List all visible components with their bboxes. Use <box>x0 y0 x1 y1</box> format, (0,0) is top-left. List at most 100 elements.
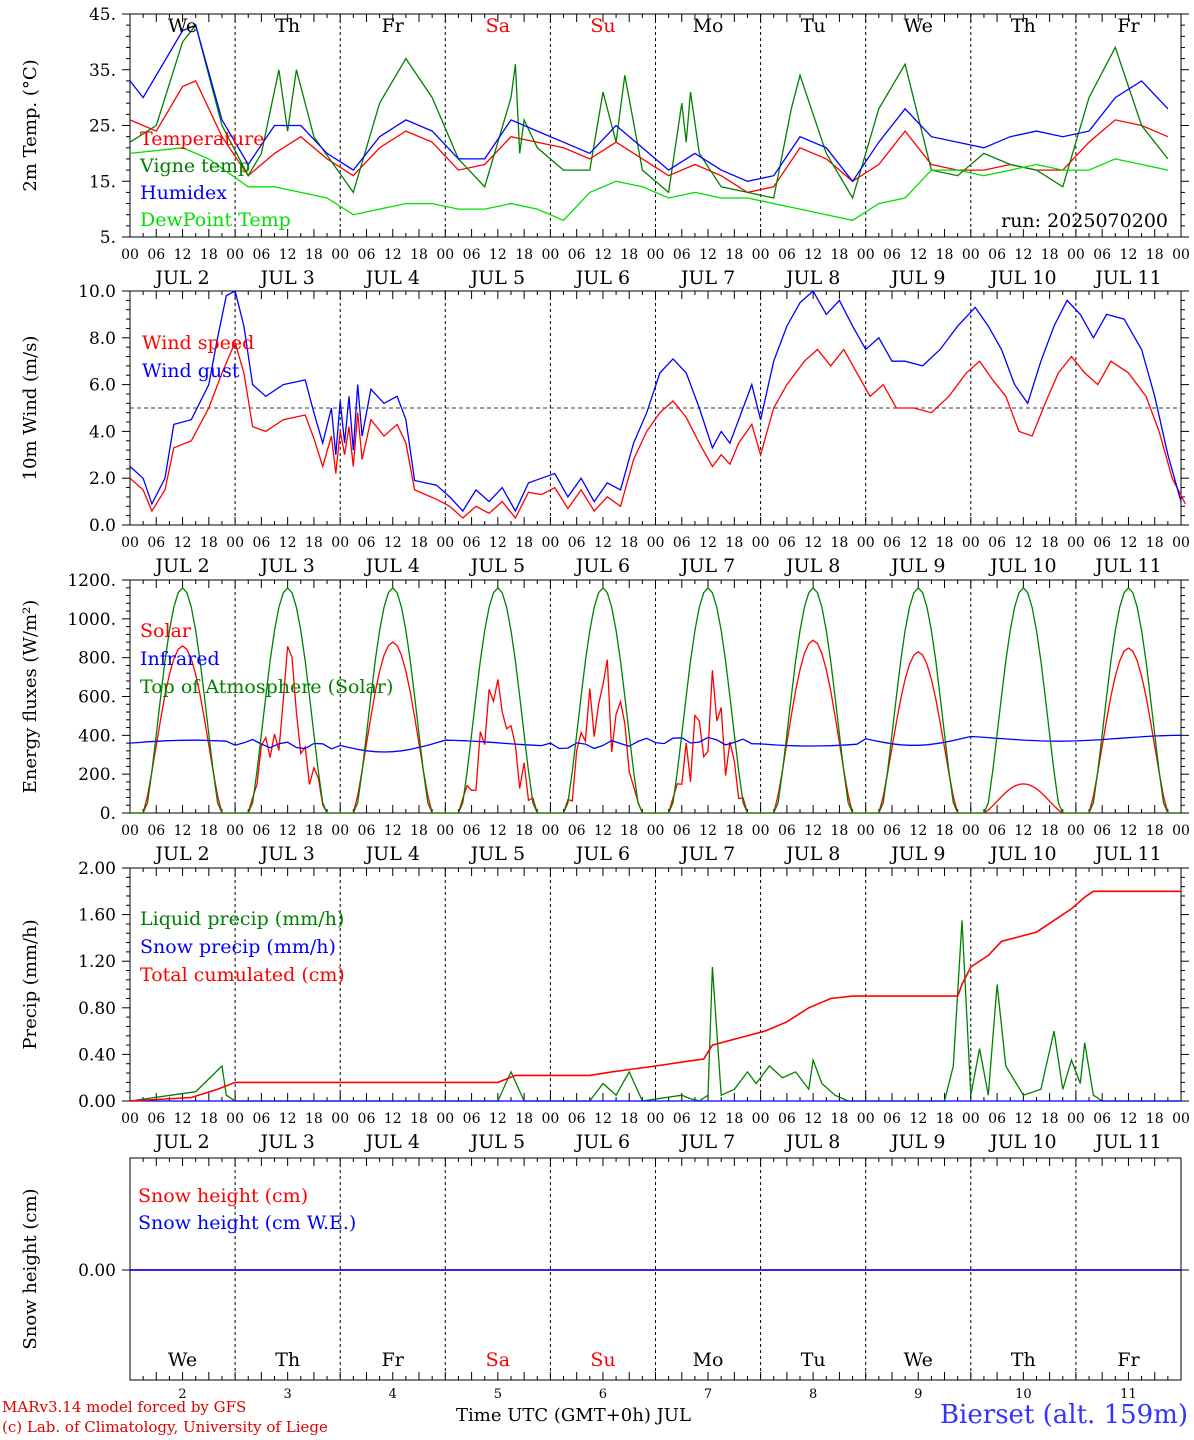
hour-tick-label: 00 <box>436 1111 454 1127</box>
date-label: JUL 8 <box>784 555 840 577</box>
y-tick-label: 0.00 <box>78 1092 116 1112</box>
y-axis-label: 10m Wind (m/s) <box>20 336 41 481</box>
hour-tick-label: 12 <box>804 1111 822 1127</box>
hour-tick-label: 12 <box>699 823 717 839</box>
date-label: JUL 11 <box>1093 1131 1161 1153</box>
hour-tick-label: 12 <box>489 1111 507 1127</box>
hour-tick-label: 12 <box>279 247 297 263</box>
hour-tick-label: 18 <box>305 823 323 839</box>
hour-tick-label: 18 <box>725 823 743 839</box>
hour-tick-label: 00 <box>541 535 559 551</box>
date-label: JUL 11 <box>1093 555 1161 577</box>
legend-entry: Vigne temp <box>139 155 250 177</box>
hour-tick-label: 18 <box>936 535 954 551</box>
hour-tick-label: 18 <box>1146 247 1164 263</box>
weekday-label-bottom: We <box>904 1349 933 1371</box>
hour-tick-label: 06 <box>988 247 1006 263</box>
panel-2: 0.0 2.0 4.0 6.0 8.0 10.0 10m Wind (m/s) Wind sp… <box>20 282 1190 577</box>
day-number-label: 9 <box>914 1387 922 1402</box>
hour-tick-label: 12 <box>1120 823 1138 839</box>
legend-entry: Top of Atmosphere (Solar) <box>140 676 393 698</box>
legend-entry: Snow height (cm) <box>138 1185 308 1207</box>
hour-tick-label: 18 <box>831 535 849 551</box>
hour-tick-label: 12 <box>1120 247 1138 263</box>
hour-tick-label: 06 <box>568 247 586 263</box>
hour-tick-label: 06 <box>147 1111 165 1127</box>
date-label: JUL 11 <box>1093 267 1161 289</box>
y-tick-label: 0. <box>100 804 116 824</box>
hour-tick-label: 12 <box>699 247 717 263</box>
weekday-label-top: Sa <box>486 15 510 37</box>
hour-tick-label: 06 <box>147 535 165 551</box>
hour-tick-label: 18 <box>305 535 323 551</box>
hour-tick-label: 00 <box>541 1111 559 1127</box>
hour-tick-label: 12 <box>804 823 822 839</box>
hour-tick-label: 06 <box>673 823 691 839</box>
hour-tick-label: 18 <box>410 247 428 263</box>
legend-entry: Total cumulated (cm) <box>140 964 345 986</box>
hour-tick-label: 00 <box>436 823 454 839</box>
date-label: JUL 6 <box>574 843 630 865</box>
y-axis-label: Snow height (cm) <box>20 1188 41 1349</box>
legend-entry: Solar <box>140 620 192 642</box>
hour-tick-label: 12 <box>384 535 402 551</box>
hour-tick-label: 12 <box>909 1111 927 1127</box>
panel-4: 0.00 0.40 0.80 1.20 1.60 2.00 Precip (mm/h) Liq… <box>20 859 1190 1153</box>
y-tick-label: 1.20 <box>78 952 116 972</box>
series-line-1 <box>129 340 1186 520</box>
hour-tick-label: 00 <box>121 1111 139 1127</box>
hour-tick-label: 00 <box>331 823 349 839</box>
hour-tick-label: 06 <box>463 823 481 839</box>
hour-tick-label: 18 <box>200 535 218 551</box>
hour-tick-label: 18 <box>1041 823 1059 839</box>
hour-tick-label: 06 <box>1093 1111 1111 1127</box>
hour-tick-label: 18 <box>620 823 638 839</box>
date-label: JUL 6 <box>574 267 630 289</box>
hour-tick-label: 06 <box>358 247 376 263</box>
date-label: JUL 3 <box>258 843 314 865</box>
hour-tick-label: 06 <box>252 1111 270 1127</box>
hour-tick-label: 18 <box>831 823 849 839</box>
hour-tick-label: 06 <box>883 1111 901 1127</box>
y-tick-label: 2.0 <box>89 469 116 489</box>
hour-tick-label: 12 <box>489 247 507 263</box>
series-line-2 <box>129 289 1182 513</box>
date-label: JUL 4 <box>364 1131 420 1153</box>
y-tick-label: 2.00 <box>78 859 116 879</box>
y-tick-label: 0.80 <box>78 999 116 1019</box>
hour-tick-label: 06 <box>988 1111 1006 1127</box>
y-tick-label: 0.40 <box>78 1045 116 1065</box>
hour-tick-label: 00 <box>1067 535 1085 551</box>
hour-tick-label: 06 <box>673 1111 691 1127</box>
hour-tick-label: 06 <box>988 535 1006 551</box>
weekday-label-bottom: Mo <box>693 1349 724 1371</box>
day-number-label: 2 <box>178 1387 186 1402</box>
hour-tick-label: 00 <box>857 1111 875 1127</box>
legend-entry: Wind gust <box>142 360 240 382</box>
hour-tick-label: 18 <box>1146 1111 1164 1127</box>
hour-tick-label: 12 <box>1120 1111 1138 1127</box>
date-label: JUL 9 <box>889 1131 945 1153</box>
hour-tick-label: 12 <box>489 823 507 839</box>
series-line-2 <box>129 734 1182 753</box>
hour-tick-label: 00 <box>647 247 665 263</box>
hour-tick-label: 00 <box>226 247 244 263</box>
hour-tick-label: 00 <box>962 535 980 551</box>
hour-tick-label: 00 <box>331 247 349 263</box>
series-line-3 <box>129 890 1181 1102</box>
hour-tick-label: 06 <box>358 1111 376 1127</box>
weekday-label-top: Fr <box>382 15 405 37</box>
hour-tick-label: 06 <box>463 1111 481 1127</box>
hour-tick-label: 18 <box>620 247 638 263</box>
hour-tick-label: 00 <box>647 535 665 551</box>
hour-tick-label: 00 <box>752 1111 770 1127</box>
weekday-label-bottom: Sa <box>486 1349 510 1371</box>
hour-tick-label: 06 <box>778 535 796 551</box>
hour-tick-label: 00 <box>647 1111 665 1127</box>
hour-tick-label: 18 <box>305 1111 323 1127</box>
hour-tick-label: 12 <box>1014 535 1032 551</box>
date-label: JUL 4 <box>364 843 420 865</box>
y-tick-label: 400. <box>78 726 116 746</box>
hour-tick-label: 18 <box>515 247 533 263</box>
